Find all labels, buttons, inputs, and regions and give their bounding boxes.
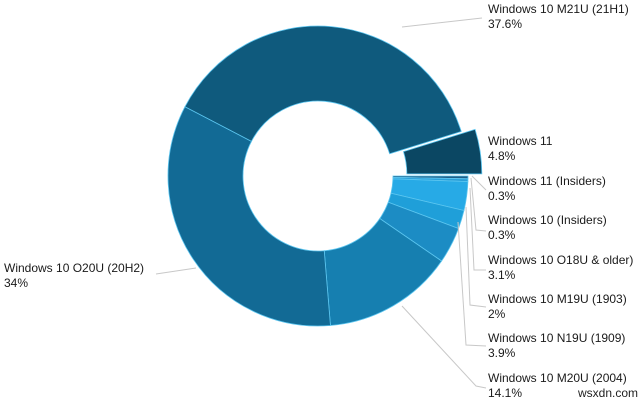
label-percent: 0.3% [488,228,516,242]
leader-line-win11-insiders [471,175,487,191]
label-n19u: Windows 10 N19U (1909) 3.9% [488,331,625,361]
donut-slice-windows-10-m21u-21h1[interactable] [184,25,462,155]
label-percent: 3.1% [488,268,516,282]
label-m20u: Windows 10 M20U (2004) 14.1% [488,371,627,401]
donut-slice-windows-11[interactable] [402,128,483,175]
label-m19u: Windows 10 M19U (1903) 2% [488,292,627,322]
label-percent: 4.8% [488,149,516,163]
watermark: wsxdn.com [578,386,639,400]
label-win11: Windows 11 4.8% [488,134,552,164]
leader-lines [155,17,487,389]
label-percent: 3.9% [488,346,516,360]
label-o20u: Windows 10 O20U (20H2) 34% [4,261,144,291]
leader-line-m21u [401,17,483,28]
label-percent: 14.1% [488,386,523,400]
donut-slice-windows-10-o20u-20h2[interactable] [167,106,331,327]
leader-line-m20u [401,305,487,389]
label-name: Windows 11 [488,134,553,148]
label-name: Windows 10 M21U (21H1) [488,2,629,16]
label-percent: 34% [4,276,29,290]
label-name: Windows 10 O20U (20H2) [4,261,145,275]
leader-line-o18u [469,187,486,271]
label-percent: 37.6% [488,17,523,31]
label-win11-insiders: Windows 11 (Insiders) 0.3% [488,174,606,204]
label-win10-insiders: Windows 10 (Insiders) 0.3% [488,213,607,243]
label-name: Windows 10 N19U (1909) [488,331,626,345]
label-percent: 0.3% [488,189,516,203]
label-name: Windows 10 M19U (1903) [488,292,627,306]
label-percent: 2% [488,307,506,321]
leader-line-win10-insiders [470,177,487,232]
label-name: Windows 10 M20U (2004) [488,371,627,385]
leader-line-o20u [155,267,197,275]
label-o18u: Windows 10 O18U & older) 3.1% [488,253,633,283]
label-m21u: Windows 10 M21U (21H1) 37.6% [488,2,629,32]
label-name: Windows 11 (Insiders) [488,174,606,188]
label-name: Windows 10 (Insiders) [488,213,607,227]
label-name: Windows 10 O18U & older) [488,253,634,267]
leader-line-n19u [457,221,487,347]
donut-slices [167,25,483,327]
leader-line-m19u [465,206,487,308]
